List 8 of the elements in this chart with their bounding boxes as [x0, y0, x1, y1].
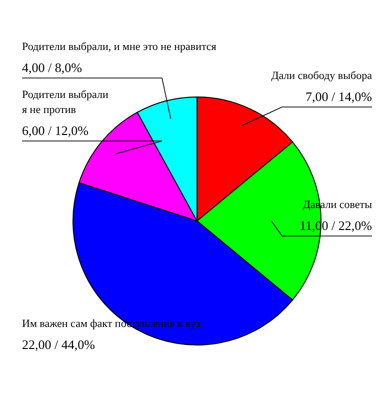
- data-label: 6,00 / 12,0%: [22, 123, 89, 138]
- data-label: 22,00 / 44,0%: [22, 337, 96, 352]
- slice-label: Давали советы: [302, 199, 373, 211]
- slice-label: Родители выбрали я не против: [22, 89, 108, 116]
- data-label: 7,00 / 14,0%: [306, 89, 372, 104]
- slice-label: Родители выбрали, и мне это не нравится: [22, 41, 216, 53]
- data-label: 4,00 / 8,0%: [22, 60, 82, 75]
- slice-label: Дали свободу выбора: [271, 70, 372, 82]
